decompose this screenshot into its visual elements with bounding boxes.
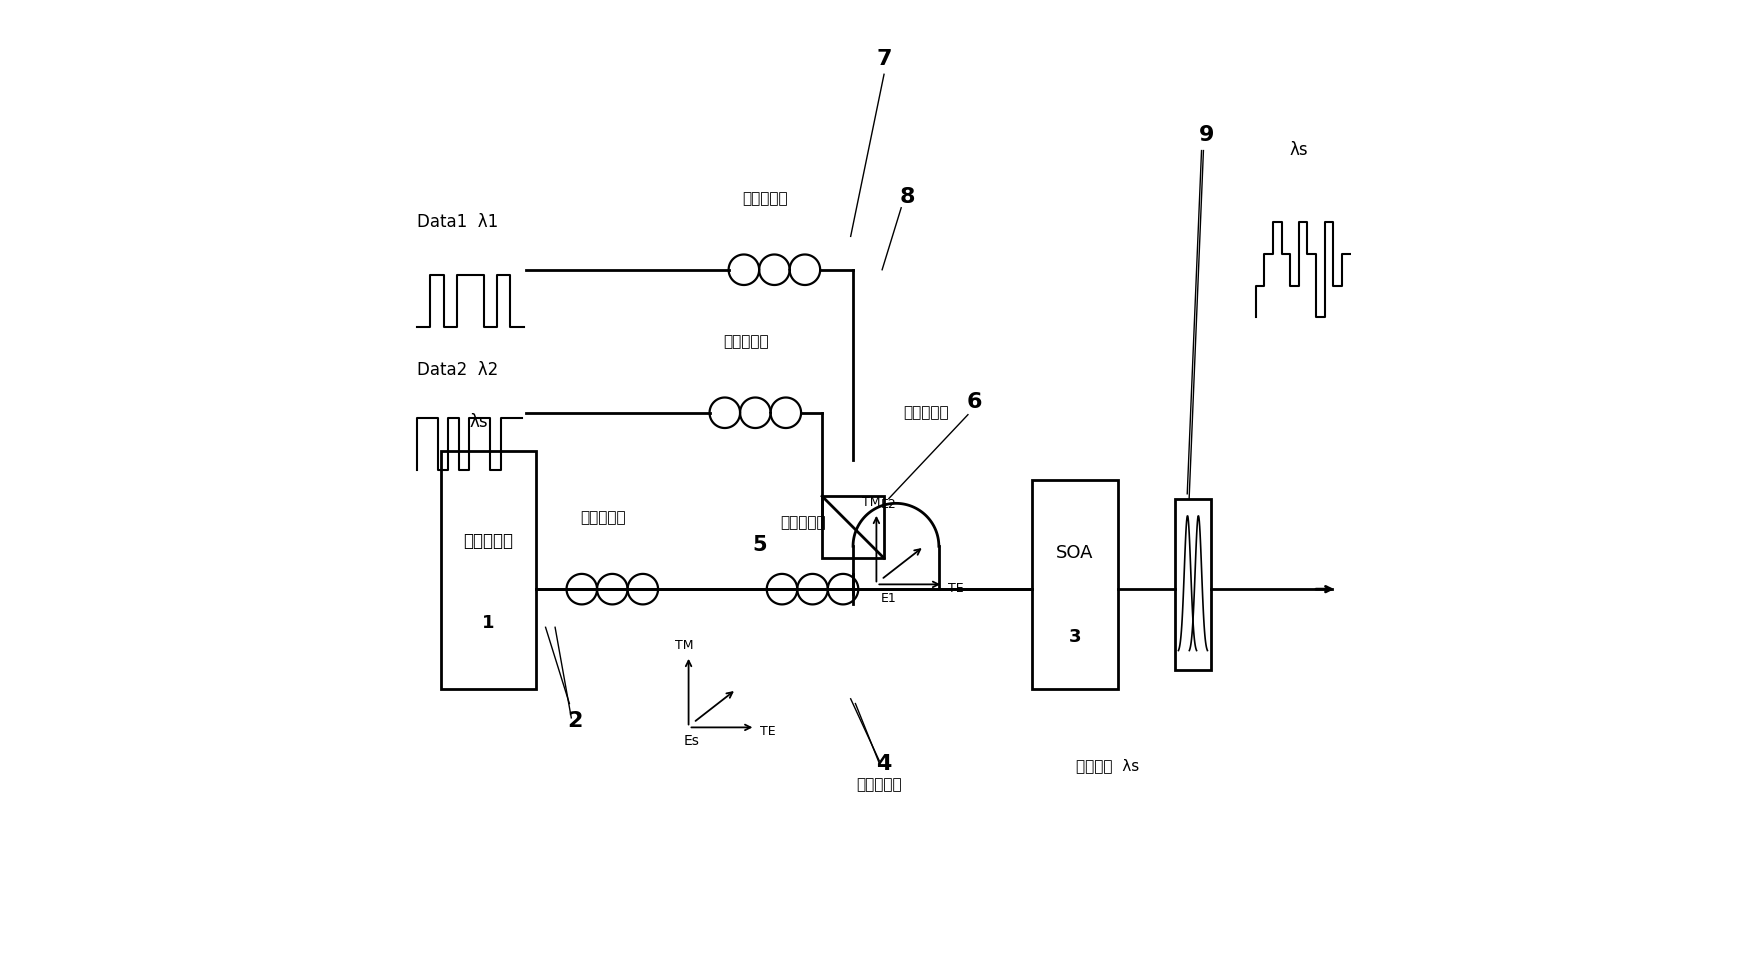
Text: 2: 2 [566,712,582,732]
Text: TM: TM [862,496,881,509]
Text: 9: 9 [1197,125,1213,145]
Text: SOA: SOA [1056,544,1092,562]
Text: TE: TE [760,725,776,738]
Text: 偏振控制器: 偏振控制器 [580,510,626,526]
Text: 偏振控制器: 偏振控制器 [780,515,825,530]
Text: 8: 8 [900,187,916,207]
Text: 6: 6 [967,392,982,412]
Text: λs: λs [1288,141,1308,159]
Text: Data2  λ2: Data2 λ2 [416,361,498,379]
Text: 连续信号光: 连续信号光 [463,532,514,550]
Text: 5: 5 [752,535,767,555]
Text: 偏振合波器: 偏振合波器 [902,406,947,421]
Text: λs: λs [468,413,488,431]
Text: 偏振控制器: 偏振控制器 [722,334,767,349]
Text: E1: E1 [881,592,897,604]
Text: TM: TM [675,640,692,652]
Text: Data1  λ1: Data1 λ1 [416,213,498,231]
Text: 光纤耦合器: 光纤耦合器 [857,778,902,792]
Text: TE: TE [947,582,963,595]
Text: Es: Es [683,734,699,748]
Text: 光滤波器  λs: 光滤波器 λs [1075,759,1140,773]
Text: 3: 3 [1068,628,1080,645]
Text: E2: E2 [881,498,897,511]
Text: 7: 7 [876,49,891,69]
Text: 1: 1 [482,614,495,632]
Text: 偏振控制器: 偏振控制器 [741,191,787,206]
Text: 4: 4 [876,755,891,774]
